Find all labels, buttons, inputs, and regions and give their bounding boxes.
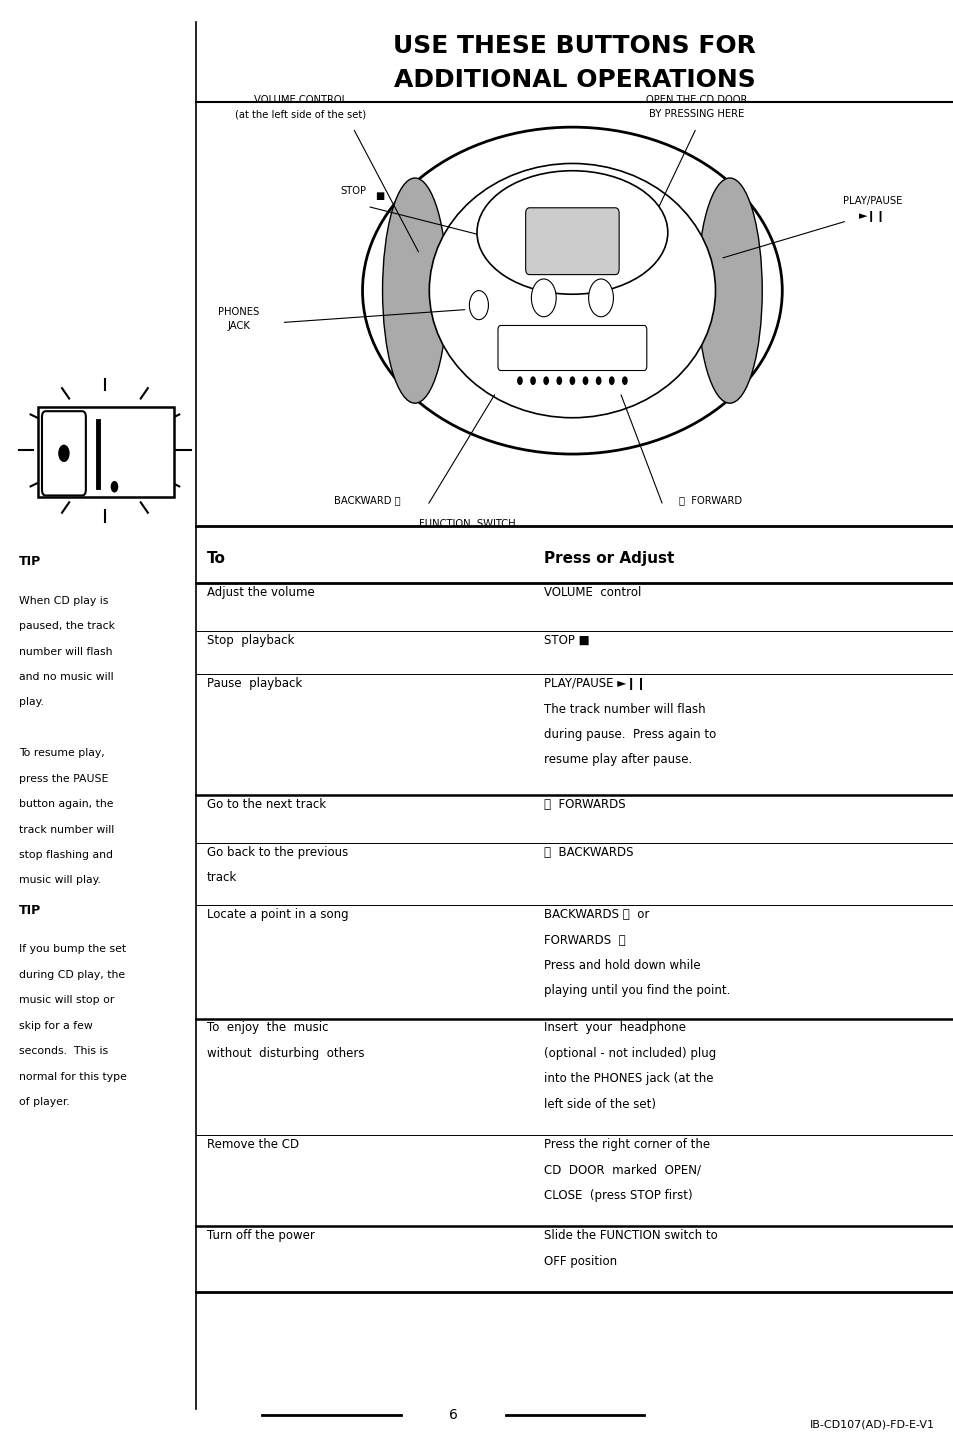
Circle shape (608, 376, 614, 385)
Text: PLAY/PAUSE ►❙❙: PLAY/PAUSE ►❙❙ (543, 677, 645, 690)
Text: resume play after pause.: resume play after pause. (543, 754, 691, 766)
Text: Locate a point in a song: Locate a point in a song (207, 908, 348, 921)
Text: STOP: STOP (339, 186, 366, 196)
Text: music will stop or: music will stop or (19, 995, 114, 1005)
Text: Pause  playback: Pause playback (207, 677, 302, 690)
Circle shape (556, 376, 561, 385)
Text: TIP: TIP (19, 904, 41, 917)
Circle shape (621, 376, 627, 385)
Text: skip for a few: skip for a few (19, 1021, 92, 1030)
Text: IB-CD107(AD)-FD-E-V1: IB-CD107(AD)-FD-E-V1 (809, 1420, 934, 1430)
Ellipse shape (382, 177, 447, 402)
Text: OFF position: OFF position (543, 1255, 617, 1267)
Text: CLOSE  (press STOP first): CLOSE (press STOP first) (543, 1189, 692, 1202)
Text: Insert  your  headphone: Insert your headphone (543, 1021, 685, 1035)
Ellipse shape (697, 177, 761, 402)
Text: number will flash: number will flash (19, 647, 112, 657)
Text: ⏮  BACKWARDS: ⏮ BACKWARDS (543, 846, 633, 859)
Text: VOLUME CONTROL: VOLUME CONTROL (253, 94, 347, 105)
Text: Remove the CD: Remove the CD (207, 1138, 299, 1151)
Text: FUNCTION  SWITCH: FUNCTION SWITCH (418, 519, 516, 529)
Circle shape (469, 291, 488, 320)
Text: BY PRESSING HERE: BY PRESSING HERE (648, 109, 743, 119)
Text: To resume play,: To resume play, (19, 748, 105, 758)
Text: without  disturbing  others: without disturbing others (207, 1048, 364, 1059)
Text: CD  DOOR  marked  OPEN/: CD DOOR marked OPEN/ (543, 1164, 700, 1175)
Text: If you bump the set: If you bump the set (19, 944, 126, 955)
Text: (optional - not included) plug: (optional - not included) plug (543, 1048, 716, 1059)
Text: Go back to the previous: Go back to the previous (207, 846, 348, 859)
FancyBboxPatch shape (42, 411, 86, 495)
Text: press the PAUSE: press the PAUSE (19, 773, 109, 783)
Circle shape (517, 376, 522, 385)
Text: Slide the FUNCTION switch to: Slide the FUNCTION switch to (543, 1229, 717, 1242)
Circle shape (543, 376, 549, 385)
Bar (38, 407, 173, 497)
Text: Stop  playback: Stop playback (207, 634, 294, 647)
Text: play.: play. (19, 697, 44, 708)
Text: ADDITIONAL OPERATIONS: ADDITIONAL OPERATIONS (394, 68, 755, 92)
Text: left side of the set): left side of the set) (543, 1098, 655, 1110)
Text: track number will: track number will (19, 824, 114, 834)
Text: Adjust the volume: Adjust the volume (207, 586, 314, 599)
Text: ■: ■ (375, 190, 384, 201)
Text: seconds.  This is: seconds. This is (19, 1046, 108, 1056)
Text: VOLUME  control: VOLUME control (543, 586, 640, 599)
Text: stop flashing and: stop flashing and (19, 850, 113, 860)
Text: paused, the track: paused, the track (19, 622, 115, 631)
Circle shape (58, 445, 70, 462)
Text: (at the left side of the set): (at the left side of the set) (234, 109, 366, 119)
Circle shape (588, 279, 613, 317)
Circle shape (569, 376, 575, 385)
Circle shape (531, 279, 556, 317)
Text: OPEN THE CD DOOR: OPEN THE CD DOOR (645, 94, 746, 105)
Text: Press or Adjust: Press or Adjust (543, 551, 674, 565)
Text: during pause.  Press again to: during pause. Press again to (543, 728, 716, 741)
Circle shape (582, 376, 588, 385)
Text: BACKWARD ⏮: BACKWARD ⏮ (334, 495, 400, 506)
Circle shape (530, 376, 536, 385)
Text: and no music will: and no music will (19, 671, 113, 681)
Text: Go to the next track: Go to the next track (207, 798, 326, 811)
Text: The track number will flash: The track number will flash (543, 703, 704, 715)
Circle shape (595, 376, 600, 385)
Text: music will play.: music will play. (19, 875, 101, 885)
Ellipse shape (429, 163, 715, 418)
Text: TIP: TIP (19, 555, 41, 568)
Text: during CD play, the: during CD play, the (19, 971, 125, 979)
Text: When CD play is: When CD play is (19, 596, 109, 606)
Text: of player.: of player. (19, 1097, 70, 1107)
Text: Press and hold down while: Press and hold down while (543, 959, 700, 972)
Text: USE THESE BUTTONS FOR: USE THESE BUTTONS FOR (393, 35, 756, 58)
Text: FORWARDS  ⏭: FORWARDS ⏭ (543, 934, 625, 946)
Text: playing until you find the point.: playing until you find the point. (543, 985, 729, 997)
Text: normal for this type: normal for this type (19, 1072, 127, 1081)
Text: ►❙❙: ►❙❙ (859, 211, 885, 222)
Text: BACKWARDS ⏮  or: BACKWARDS ⏮ or (543, 908, 648, 921)
Text: PLAY/PAUSE: PLAY/PAUSE (842, 196, 902, 206)
Text: button again, the: button again, the (19, 799, 113, 809)
Text: track: track (207, 872, 237, 883)
Text: Press the right corner of the: Press the right corner of the (543, 1138, 709, 1151)
Text: 6: 6 (448, 1408, 457, 1422)
Text: ⏭  FORWARDS: ⏭ FORWARDS (543, 798, 625, 811)
Ellipse shape (476, 170, 667, 294)
Text: JACK: JACK (227, 321, 250, 331)
FancyBboxPatch shape (525, 208, 618, 275)
Text: PHONES: PHONES (217, 307, 259, 317)
FancyBboxPatch shape (497, 325, 646, 371)
Text: To: To (207, 551, 226, 565)
Text: STOP ■: STOP ■ (543, 634, 589, 647)
Circle shape (111, 481, 118, 493)
Text: To  enjoy  the  music: To enjoy the music (207, 1021, 328, 1035)
Text: Turn off the power: Turn off the power (207, 1229, 314, 1242)
Text: ⏭  FORWARD: ⏭ FORWARD (679, 495, 741, 506)
Text: into the PHONES jack (at the: into the PHONES jack (at the (543, 1072, 713, 1085)
